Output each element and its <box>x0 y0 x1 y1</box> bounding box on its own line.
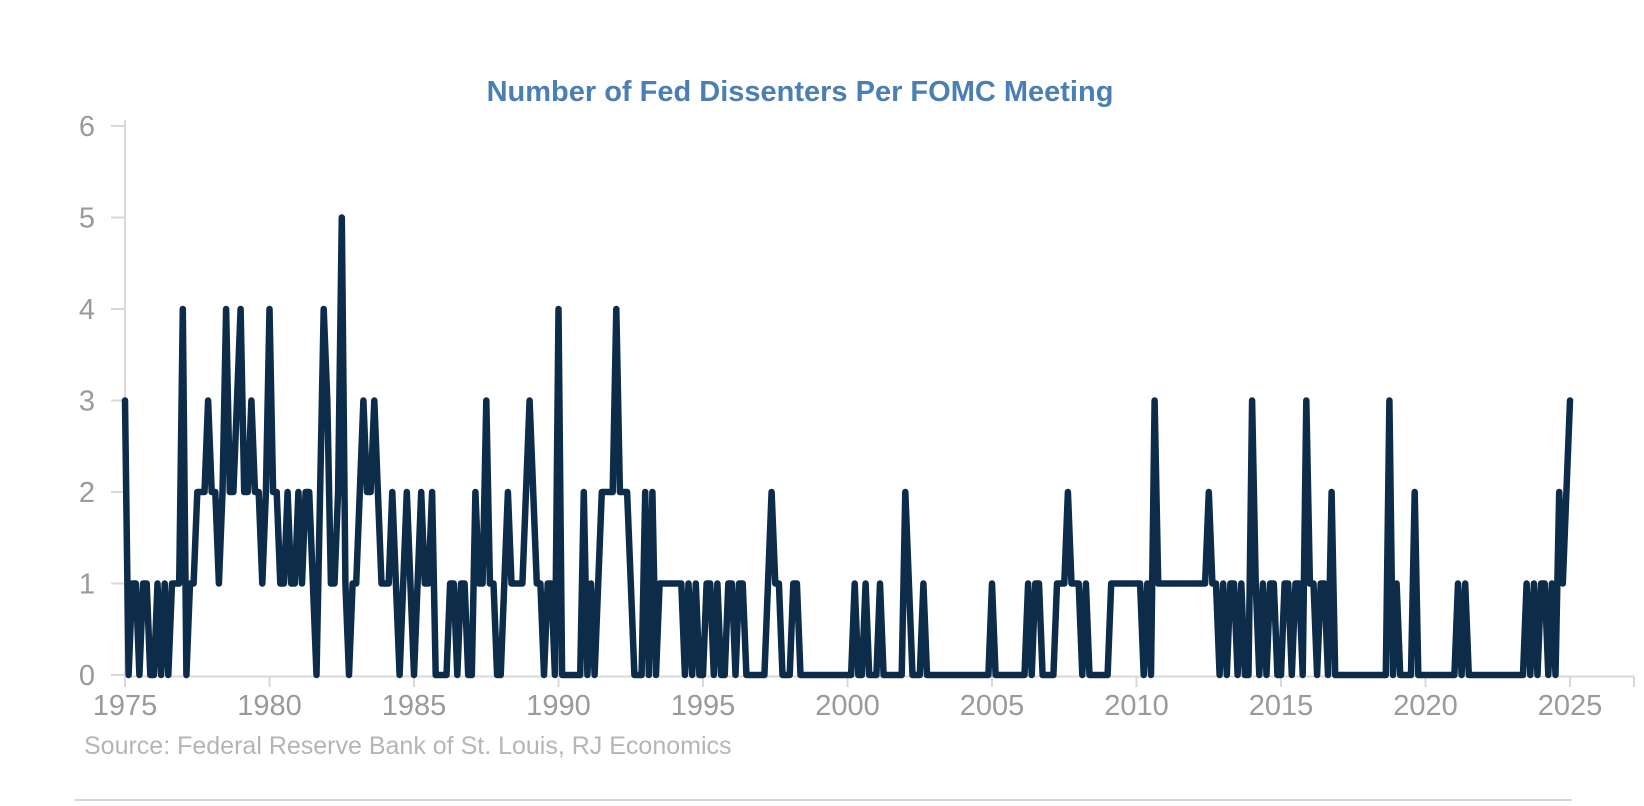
y-axis-label: 6 <box>79 111 95 143</box>
source-note: Source: Federal Reserve Bank of St. Loui… <box>84 732 732 760</box>
y-axis-label: 3 <box>79 386 95 418</box>
y-axis-label: 5 <box>79 203 95 235</box>
y-axis-label: 2 <box>79 477 95 509</box>
chart-title: Number of Fed Dissenters Per FOMC Meetin… <box>486 76 1114 108</box>
x-axis-label: 1985 <box>382 690 447 722</box>
x-axis-label: 1990 <box>526 690 591 722</box>
x-axis-label: 2000 <box>815 690 880 722</box>
x-axis-label: 2025 <box>1538 690 1603 722</box>
y-axis-label: 4 <box>79 294 95 326</box>
x-axis-label: 2015 <box>1249 690 1314 722</box>
x-axis-label: 2020 <box>1393 690 1458 722</box>
y-axis-label: 1 <box>79 569 95 601</box>
y-axis-label: 0 <box>79 660 95 692</box>
x-axis-label: 1975 <box>93 690 158 722</box>
x-axis-label: 2010 <box>1104 690 1169 722</box>
bottom-divider <box>75 799 1572 801</box>
dissents-series-line <box>121 214 1574 679</box>
x-axis-label: 1980 <box>237 690 302 722</box>
x-axis-label: 2005 <box>960 690 1025 722</box>
x-axis-label: 1995 <box>671 690 736 722</box>
